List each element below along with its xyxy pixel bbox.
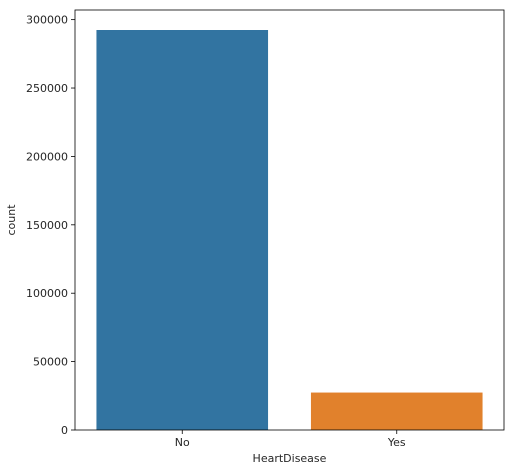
- x-tick-label: Yes: [387, 436, 406, 449]
- bars-group: [96, 29, 483, 430]
- plot-frame: [74, 9, 505, 431]
- x-axis-label: HeartDisease: [253, 452, 327, 465]
- x-axis: No Yes: [175, 430, 406, 449]
- bar-yes: [310, 392, 483, 430]
- y-tick-label: 0: [61, 424, 68, 437]
- bar-no: [96, 29, 269, 430]
- y-tick-label: 50000: [33, 356, 68, 369]
- y-tick-label: 200000: [26, 150, 68, 163]
- x-tick-label: No: [175, 436, 190, 449]
- y-tick-label: 300000: [26, 14, 68, 27]
- y-tick-label: 150000: [26, 219, 68, 232]
- y-axis: 0 50000 100000 150000 200000 250000 300000: [26, 14, 75, 437]
- y-tick-label: 100000: [26, 287, 68, 300]
- y-tick-label: 250000: [26, 82, 68, 95]
- y-axis-label: count: [5, 204, 18, 236]
